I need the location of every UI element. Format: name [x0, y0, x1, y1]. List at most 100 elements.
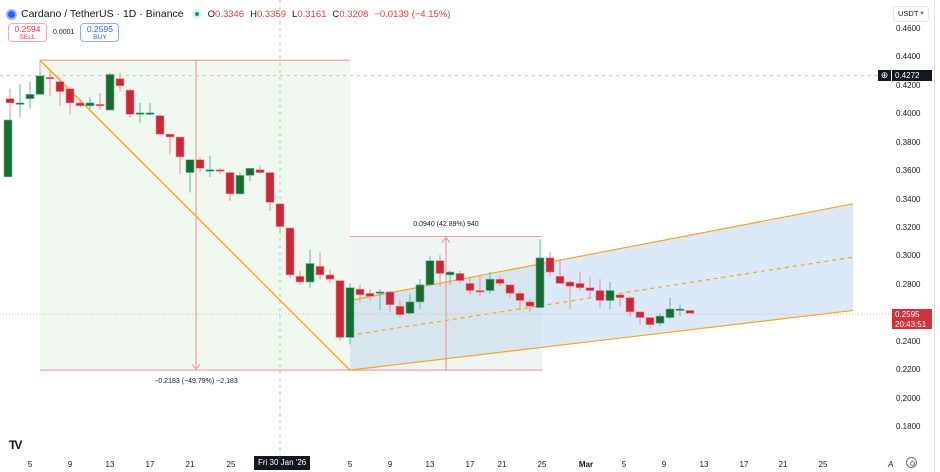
candle-body — [355, 288, 365, 296]
buy-button[interactable]: 0.2595 BUY — [80, 23, 120, 42]
candle-body — [285, 227, 295, 276]
auto-scale-icon[interactable]: A — [888, 460, 894, 469]
time-axis-label: 17 — [145, 460, 155, 469]
candle-body — [315, 266, 325, 276]
candle-body — [295, 276, 305, 283]
price-axis-label: 0.4400 — [896, 52, 921, 62]
time-axis-label: 25 — [226, 460, 236, 469]
candle-body — [25, 94, 35, 99]
candle-body — [145, 112, 155, 115]
add-alert-plus-icon[interactable]: ⊕ — [878, 70, 891, 81]
sell-button[interactable]: 0.2594 SELL — [8, 23, 47, 42]
price-axis-label: 0.2400 — [896, 336, 921, 346]
candle-body — [335, 280, 345, 338]
time-axis-label: 9 — [67, 460, 73, 469]
candle-body — [365, 293, 375, 297]
candle-body — [615, 294, 625, 298]
time-axis-label: 5 — [621, 460, 627, 469]
low-value: 0.3161 — [297, 8, 327, 20]
close-label: C — [332, 8, 340, 20]
time-axis-label: 21 — [497, 460, 507, 469]
buy-label: BUY — [93, 33, 107, 41]
candle-body — [15, 102, 25, 105]
measure-up-arrowhead — [441, 236, 451, 243]
candle-body — [345, 287, 355, 338]
candle-body — [465, 283, 475, 291]
candle-body — [545, 257, 555, 273]
candle-body — [305, 263, 315, 283]
countdown-timer: 20:43:51 — [895, 319, 927, 329]
candle-body — [495, 278, 505, 284]
candle-body — [5, 98, 15, 104]
time-axis-label: 9 — [661, 460, 667, 469]
candle-body — [3, 119, 13, 178]
price-axis-label: 0.4600 — [896, 24, 921, 33]
candle-body — [275, 203, 285, 227]
candle-body — [95, 104, 105, 107]
candle-body — [265, 172, 275, 203]
candle-body — [415, 284, 425, 303]
measure-up-label: 0.0940 (42.89%) 940 — [413, 221, 479, 228]
candle-body — [655, 315, 665, 324]
trade-buttons: 0.2594 SELL 0.0001 0.2595 BUY — [8, 23, 120, 42]
candle-body — [65, 88, 75, 104]
measure-down-label: −0.2183 (−49.79%) −2,183 — [154, 378, 238, 385]
candle-body — [635, 311, 645, 318]
time-axis-label: 9 — [387, 460, 393, 469]
candle-body — [185, 159, 195, 173]
candle-body — [585, 287, 595, 291]
candle-body — [395, 305, 405, 316]
candle-body — [75, 102, 85, 107]
time-axis-label: 25 — [537, 460, 547, 469]
candle-body — [385, 291, 395, 306]
symbol-title[interactable]: Cardano / TetherUS · 1D · Binance — [21, 8, 184, 20]
candle-body — [515, 293, 525, 301]
candle-body — [565, 281, 575, 287]
candle-body — [45, 77, 55, 80]
candle-body — [55, 81, 65, 92]
candle-body — [425, 260, 435, 286]
time-axis-label: 5 — [347, 460, 353, 469]
price-axis-label: 0.3200 — [896, 222, 921, 232]
candle-body — [445, 271, 455, 276]
candle-body — [175, 136, 185, 158]
candle-body — [645, 317, 655, 325]
candle-body — [85, 102, 95, 107]
time-axis-label: 13 — [105, 460, 115, 469]
high-label: H — [250, 8, 257, 20]
price-axis-label: 0.3600 — [896, 166, 921, 176]
currency-selector[interactable]: USDT ▼ — [893, 6, 929, 22]
ohlc-values: O0.3346 H0.3359 L0.3161 C0.3208 −0.0139 … — [208, 9, 451, 20]
close-value: 0.3208 — [339, 8, 369, 20]
high-value: 0.3359 — [256, 8, 287, 20]
candle-body — [375, 291, 385, 294]
candle-body — [155, 115, 165, 135]
candle-body — [665, 308, 675, 318]
candle-body — [205, 169, 215, 172]
time-axis-label: 5 — [27, 460, 33, 469]
gear-icon[interactable] — [906, 457, 917, 468]
candle-body — [35, 75, 45, 95]
price-axis-label: 0.1800 — [896, 421, 921, 431]
cardano-logo-icon — [6, 8, 17, 20]
chevron-down-icon: ▼ — [919, 11, 925, 17]
price-axis-label: 0.2800 — [896, 279, 921, 289]
candle-body — [625, 297, 635, 313]
trendline — [39, 59, 351, 371]
last-price-value: 0.2595 — [895, 310, 920, 319]
tradingview-logo-icon[interactable]: TV — [9, 438, 22, 452]
price-axis-label: 0.2000 — [896, 393, 921, 403]
candle-body — [245, 167, 255, 176]
candle-body — [225, 172, 235, 195]
candle-body — [525, 301, 535, 307]
candle-body — [215, 169, 225, 172]
open-value: 0.3346 — [215, 8, 245, 20]
price-axis-label: 0.2200 — [896, 365, 921, 375]
channel-lower-line — [349, 309, 854, 371]
candle-body — [125, 89, 135, 115]
candle-body — [555, 276, 565, 284]
candle-body — [435, 260, 445, 274]
candle-body — [195, 159, 205, 169]
